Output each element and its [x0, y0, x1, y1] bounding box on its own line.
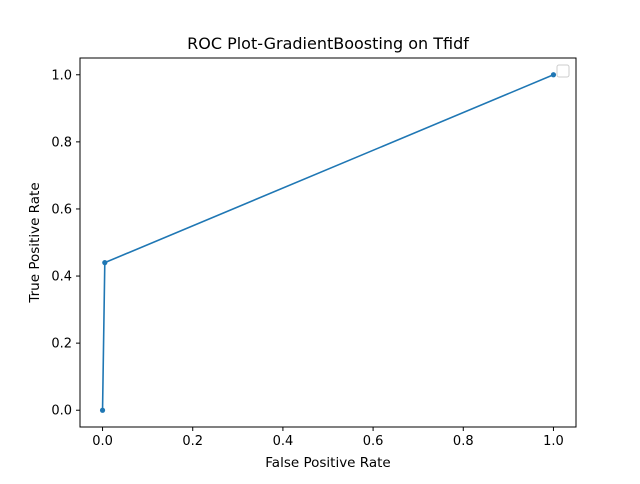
- legend-box: [556, 64, 570, 78]
- y-axis-title: True Positive Rate: [27, 182, 43, 303]
- x-axis-title: False Positive Rate: [265, 455, 390, 471]
- y-tick-label: 0.4: [51, 270, 72, 285]
- x-tick-label: 0.2: [182, 434, 203, 449]
- chart-title: ROC Plot-GradientBoosting on Tfidf: [187, 34, 469, 53]
- ticks-layer: 0.0 0.2 0.4 0.6 0.8 1.0 0.0 0.2 0.4 0.6 0.8 1.0: [51, 68, 563, 449]
- roc-point: [99, 407, 106, 413]
- y-tick-label: 0.6: [51, 202, 72, 217]
- y-tick-label: 1.0: [51, 68, 72, 83]
- x-tick-label: 0.8: [453, 434, 474, 449]
- plot-frame: [79, 57, 577, 428]
- y-tick-label: 0.8: [51, 135, 72, 150]
- series-layer: [99, 72, 557, 413]
- y-tick-label: 0.0: [51, 404, 72, 419]
- x-tick-label: 0.4: [273, 434, 294, 449]
- x-tick-label: 0.6: [363, 434, 384, 449]
- x-tick-label: 0.0: [92, 434, 113, 449]
- roc-point: [550, 72, 557, 78]
- x-tick-label: 1.0: [543, 434, 564, 449]
- y-tick-label: 0.2: [51, 337, 72, 352]
- roc-point: [102, 260, 108, 266]
